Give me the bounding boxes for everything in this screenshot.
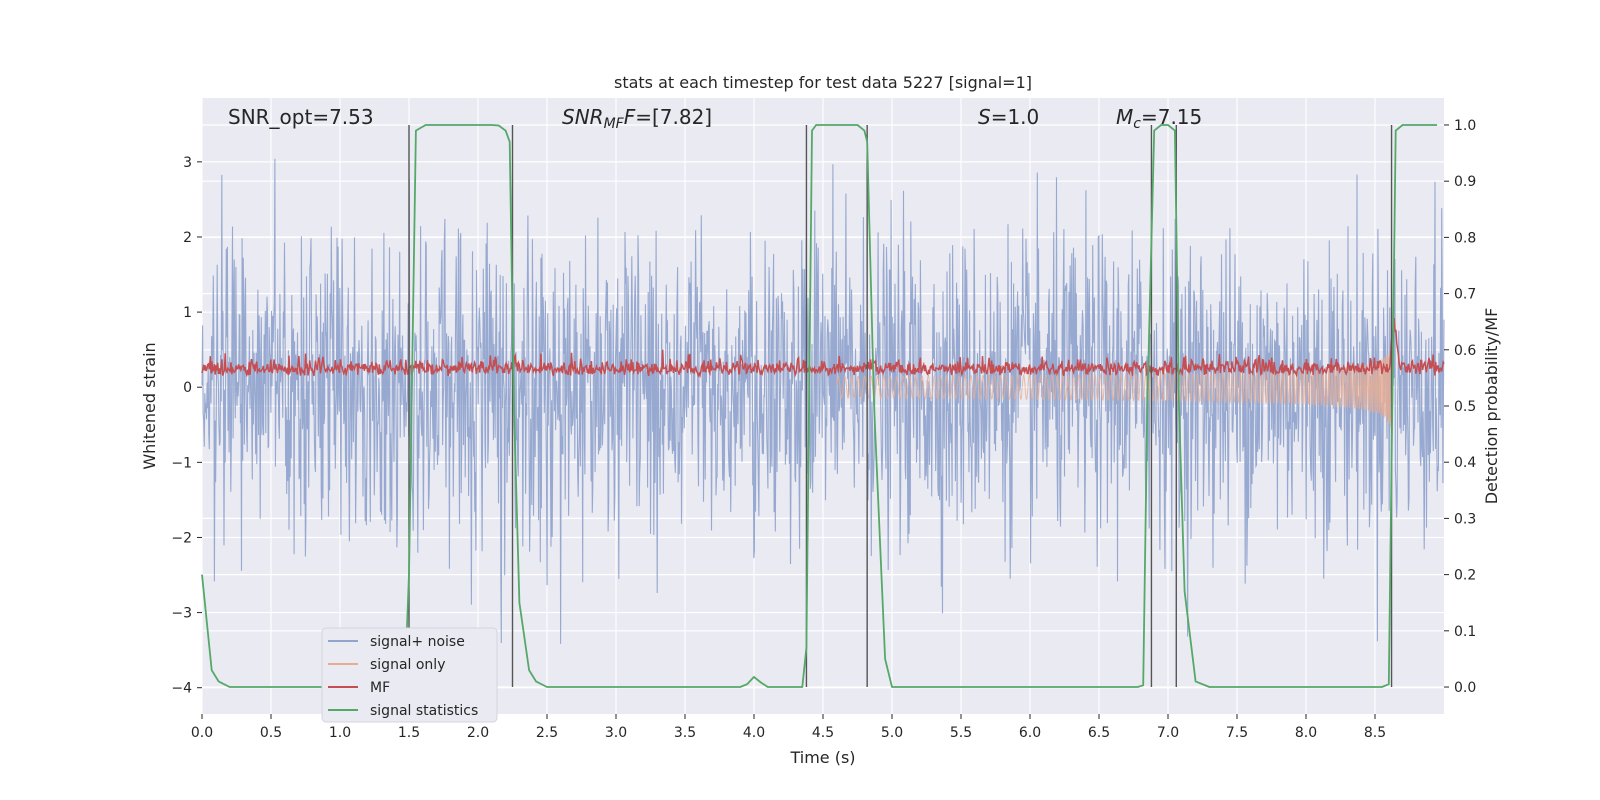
x-tick-label: 5.5: [950, 725, 972, 741]
chart-title: stats at each timestep for test data 522…: [614, 73, 1032, 92]
x-tick-label: 2.5: [536, 725, 558, 741]
x-tick-label: 7.0: [1157, 725, 1179, 741]
x-tick-label: 0.5: [260, 725, 282, 741]
signal-only-line: [836, 339, 1394, 437]
x-tick-label: 4.0: [743, 725, 765, 741]
annotation-snr-mf: SNRMFF=[7.82]: [562, 105, 712, 132]
annotation-s-main: S: [978, 105, 991, 129]
legend-label: signal+ noise: [370, 634, 465, 650]
y-tick-label: −1: [171, 455, 192, 471]
annotation-mc-main: M: [1116, 105, 1133, 129]
x-axis-label: Time (s): [789, 748, 855, 767]
annotation-mc: Mc=7.15: [1116, 105, 1202, 132]
x-tick-label: 8.0: [1295, 725, 1317, 741]
signal-statistics-line: [201, 124, 1438, 688]
annotation-s-value: =1.0: [991, 105, 1040, 129]
y2-tick-label: 0.4: [1454, 455, 1476, 471]
annotation-mc-value: =7.15: [1141, 105, 1202, 129]
x-tick-label: 3.5: [674, 725, 696, 741]
annotation-mc-sub: c: [1133, 116, 1141, 132]
y-tick-label: 1: [183, 305, 192, 321]
annotation-s: S=1.0: [978, 105, 1039, 129]
y2-tick-label: 0.8: [1454, 230, 1476, 246]
y-tick-label: −4: [171, 681, 192, 697]
legend-box: [321, 627, 498, 723]
y-tick-label: −2: [171, 530, 192, 546]
legend: signal+ noise signal only MF signal statist…: [321, 627, 498, 723]
legend-label: MF: [370, 680, 390, 696]
y-tick-label: −3: [171, 606, 192, 622]
x-tick-label: 7.5: [1226, 725, 1248, 741]
x-tick-label: 4.5: [812, 725, 834, 741]
y2-tick-label: 0.7: [1454, 287, 1476, 303]
y2-tick-label: 0.3: [1454, 511, 1476, 527]
y2-tick-label: 0.9: [1454, 174, 1476, 190]
signal-statistics-series: [201, 124, 1438, 688]
y2-tick-label: 0.6: [1454, 343, 1476, 359]
y-axis-label: Whitened strain: [140, 342, 159, 469]
x-tick-label: 1.5: [398, 725, 420, 741]
annotation-snr-mf-value: =[7.82]: [635, 105, 712, 129]
legend-label: signal statistics: [370, 703, 478, 719]
y-tick-label: 2: [183, 230, 192, 246]
x-tick-label: 1.0: [329, 725, 351, 741]
y2-axis-label: Detection probability/MF: [1482, 308, 1501, 505]
annotation-snr-mf-f: F: [624, 105, 636, 129]
x-tick-label: 8.5: [1364, 725, 1386, 741]
x-axis: 0.0 0.5 1.0 1.5 2.0 2.5 3.0 3.5 4.0 4.5 5.0 5.5 6.0 6…: [191, 714, 1386, 741]
y-axis-right: 1.0 0.9 0.8 0.7 0.6 0.5 0.4 0.3 0.2 0.1 0.0: [1444, 118, 1476, 696]
y-tick-label: 3: [183, 155, 192, 171]
y2-tick-label: 0.0: [1454, 680, 1476, 696]
x-tick-label: 2.0: [467, 725, 489, 741]
annotation-snr-mf-sub: MF: [604, 116, 625, 132]
y-tick-label: 0: [183, 380, 192, 396]
y2-tick-label: 1.0: [1454, 118, 1476, 134]
x-tick-label: 0.0: [191, 725, 213, 741]
legend-label: signal only: [370, 657, 445, 673]
y2-tick-label: 0.2: [1454, 568, 1476, 584]
x-tick-label: 6.0: [1019, 725, 1041, 741]
signal-only-series: [836, 339, 1394, 437]
y-axis-left: 3 2 1 0 −1 −2 −3 −4: [171, 155, 202, 697]
x-tick-label: 5.0: [881, 725, 903, 741]
annotation-snr-mf-main: SNR: [562, 105, 604, 129]
y2-tick-label: 0.5: [1454, 399, 1476, 415]
annotation-snr-opt: SNR_opt=7.53: [228, 105, 374, 129]
y2-tick-label: 0.1: [1454, 624, 1476, 640]
x-tick-label: 6.5: [1088, 725, 1110, 741]
x-tick-label: 3.0: [605, 725, 627, 741]
